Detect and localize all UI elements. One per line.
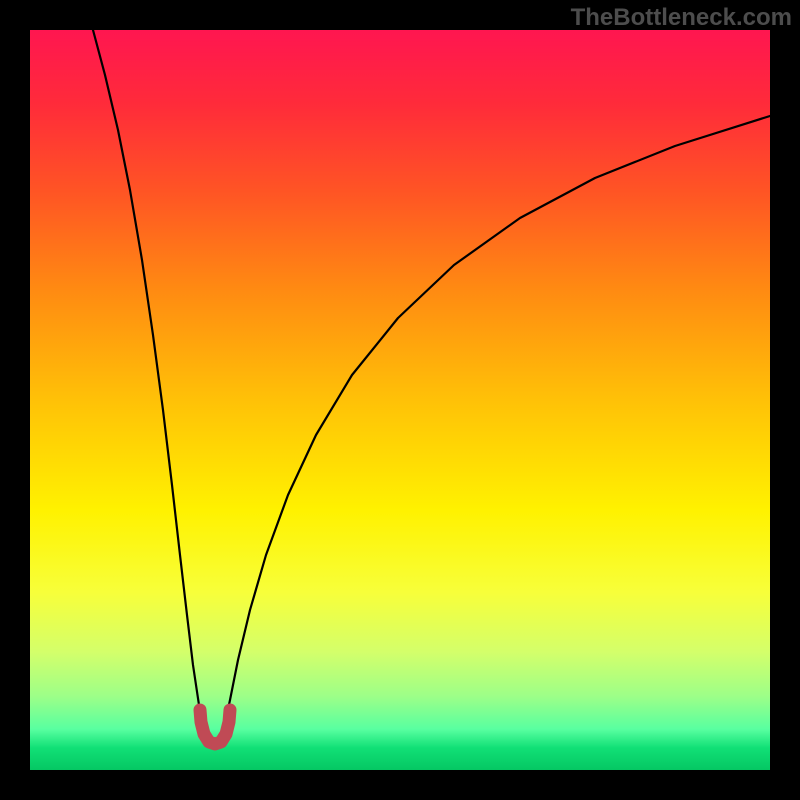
chart-svg	[0, 0, 800, 800]
chart-root: TheBottleneck.com	[0, 0, 800, 800]
watermark-text: TheBottleneck.com	[571, 4, 792, 32]
plot-background	[30, 30, 770, 770]
